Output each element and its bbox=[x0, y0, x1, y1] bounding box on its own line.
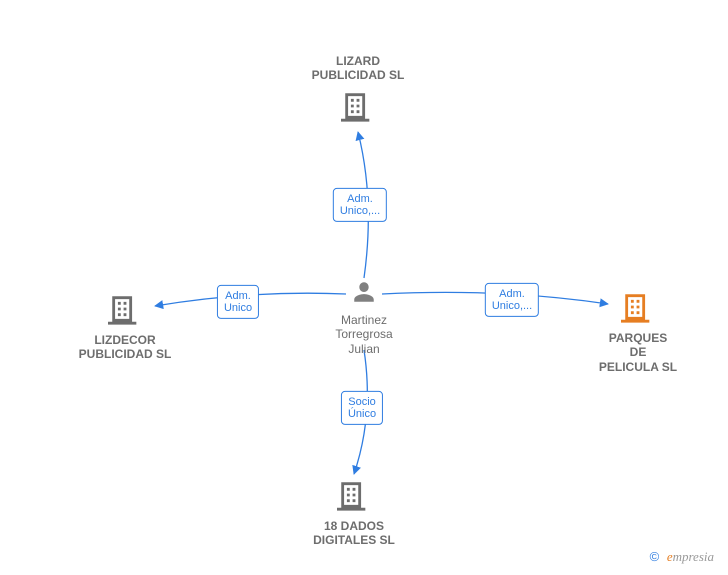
node-bottom: 18 DADOS DIGITALES SL bbox=[284, 478, 424, 548]
node-person: Martinez Torregrosa Julian bbox=[294, 278, 434, 356]
edge-label-right: Adm. Unico,... bbox=[485, 283, 539, 317]
node-left: LIZDECOR PUBLICIDAD SL bbox=[55, 292, 195, 362]
building-icon bbox=[108, 292, 142, 329]
node-label-top: LIZARD PUBLICIDAD SL bbox=[288, 54, 428, 83]
copyright-icon: © bbox=[650, 549, 660, 564]
watermark: © empresia bbox=[650, 549, 714, 565]
building-icon bbox=[341, 89, 375, 126]
building-icon bbox=[337, 478, 371, 515]
edge-label-bottom: Socio Único bbox=[341, 391, 383, 425]
person-icon bbox=[351, 295, 377, 309]
node-right: PARQUES DE PELICULA SL bbox=[568, 290, 708, 374]
edge-label-top: Adm. Unico,... bbox=[333, 188, 387, 222]
node-label-left: LIZDECOR PUBLICIDAD SL bbox=[55, 333, 195, 362]
node-label-right: PARQUES DE PELICULA SL bbox=[568, 331, 708, 374]
node-label-person: Martinez Torregrosa Julian bbox=[294, 313, 434, 356]
node-top: LIZARD PUBLICIDAD SL bbox=[288, 50, 428, 126]
node-label-bottom: 18 DADOS DIGITALES SL bbox=[284, 519, 424, 548]
network-diagram: Adm. Unico,... Adm. Unico Adm. Unico,...… bbox=[0, 0, 728, 575]
watermark-brand: mpresia bbox=[673, 549, 714, 564]
building-icon bbox=[621, 290, 655, 327]
edge-label-left: Adm. Unico bbox=[217, 285, 259, 319]
